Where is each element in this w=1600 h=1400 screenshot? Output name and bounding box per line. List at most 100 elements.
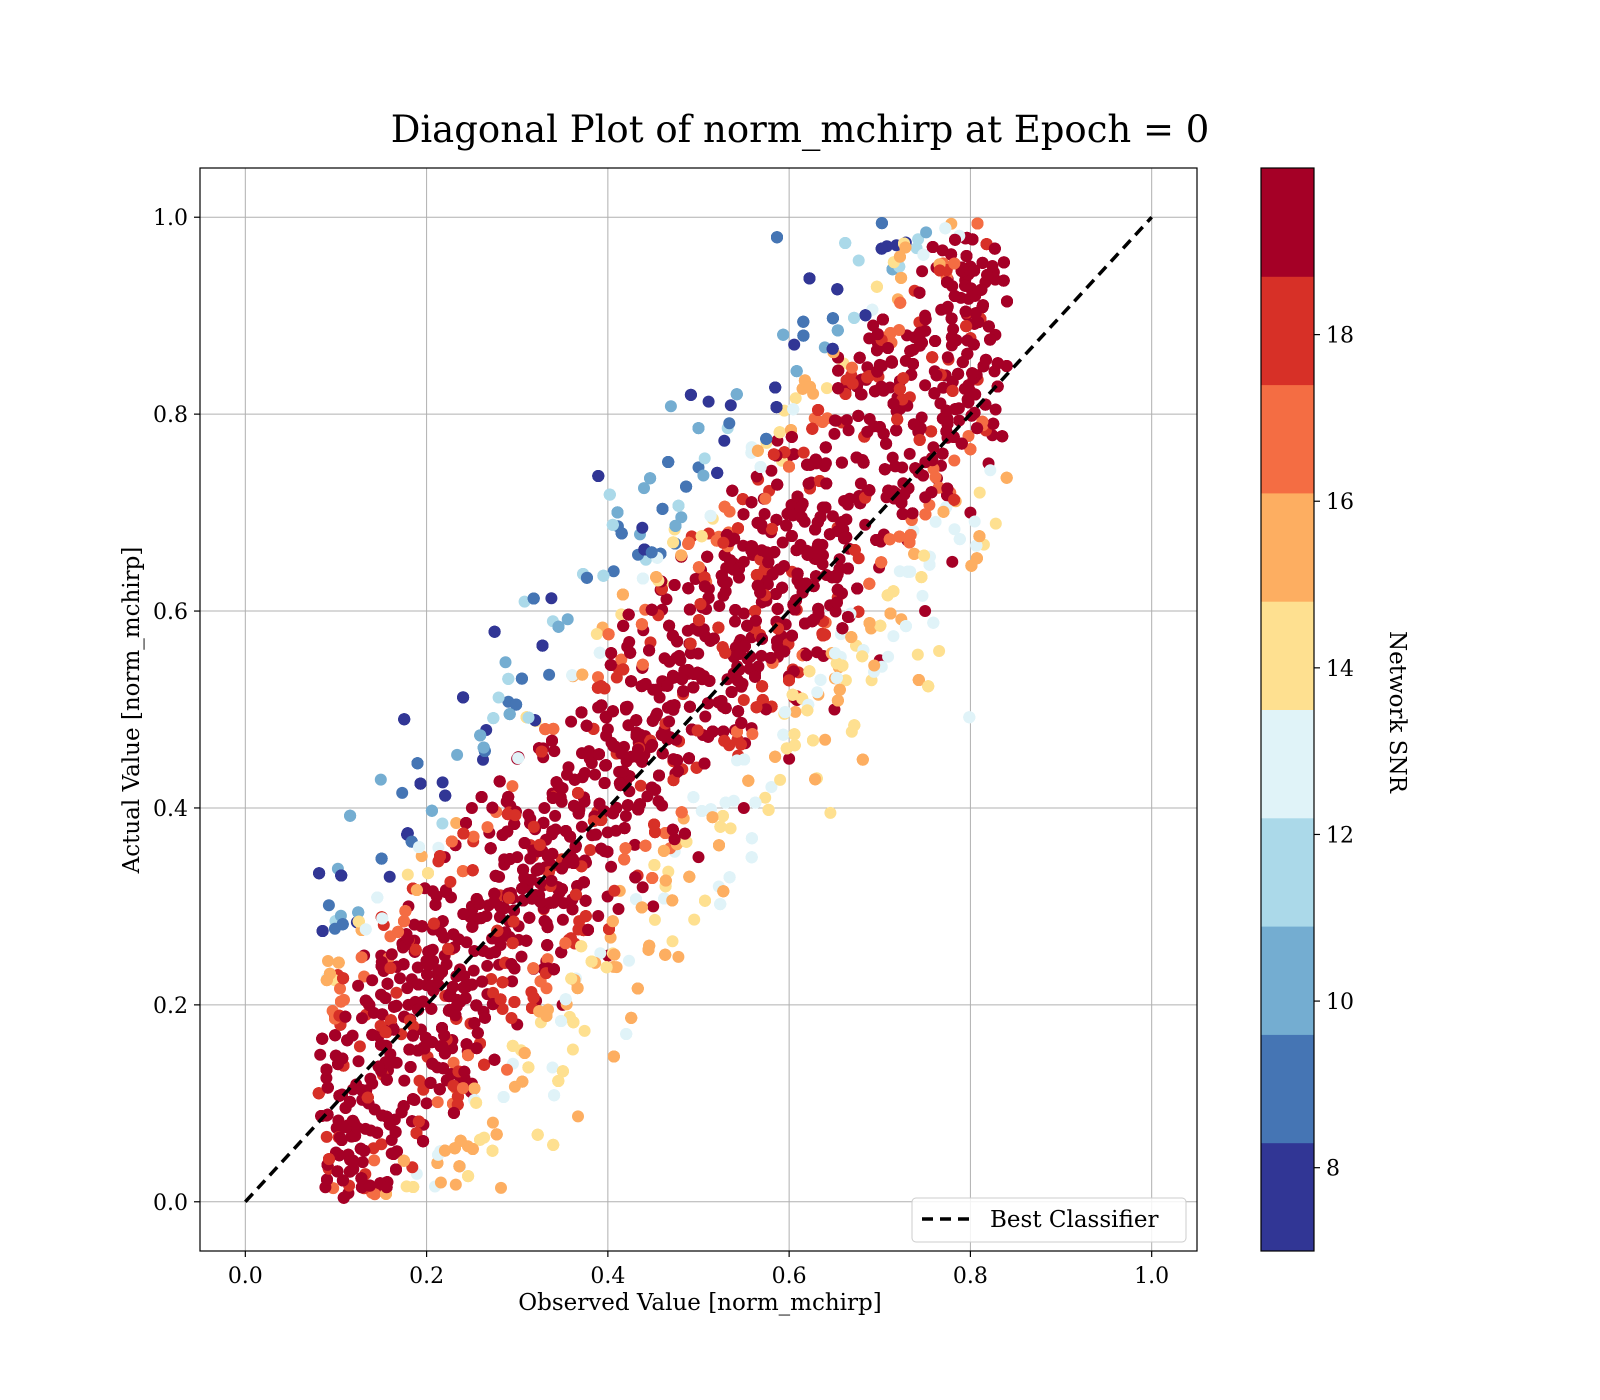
scatter-point <box>404 1061 417 1073</box>
scatter-point <box>619 810 632 822</box>
scatter-point <box>510 698 523 711</box>
scatter-point <box>729 615 741 628</box>
scatter-point <box>609 740 622 753</box>
scatter-point <box>481 821 494 834</box>
scatter-point <box>589 828 602 841</box>
scatter-point <box>826 510 839 523</box>
scatter-point <box>835 456 848 469</box>
scatter-point <box>490 1128 503 1141</box>
scatter-point <box>800 577 812 590</box>
scatter-point <box>655 728 668 741</box>
scatter-point <box>880 437 893 450</box>
scatter-point <box>468 1017 481 1030</box>
scatter-point <box>750 569 763 581</box>
scatter-point <box>537 816 550 829</box>
scatter-point <box>487 712 500 725</box>
scatter-point <box>541 953 554 966</box>
scatter-point <box>321 1173 333 1186</box>
scatter-point <box>919 508 932 521</box>
scatter-point <box>854 477 867 490</box>
scatter-point <box>830 596 843 609</box>
scatter-point <box>336 1121 349 1134</box>
scatter-point <box>335 869 348 882</box>
scatter-point <box>417 1135 429 1148</box>
scatter-point <box>594 947 607 960</box>
scatter-point <box>355 951 368 964</box>
scatter-point <box>636 751 649 764</box>
scatter-point <box>420 1097 433 1110</box>
scatter-point <box>966 367 979 380</box>
scatter-point <box>783 752 796 765</box>
scatter-point <box>468 1082 481 1095</box>
scatter-point <box>407 1181 420 1193</box>
scatter-point <box>876 313 889 326</box>
scatter-point <box>632 803 645 816</box>
scatter-point <box>675 511 688 524</box>
scatter-point <box>615 527 628 540</box>
scatter-point <box>884 327 897 339</box>
scatter-point <box>758 508 771 520</box>
scatter-point <box>875 242 888 255</box>
scatter-point <box>893 383 906 395</box>
scatter-point <box>801 458 814 471</box>
scatter-point <box>831 568 844 581</box>
scatter-point <box>450 817 463 829</box>
scatter-point <box>660 593 673 606</box>
scatter-point <box>636 521 649 534</box>
scatter-point <box>764 652 777 664</box>
scatter-point <box>380 1073 393 1086</box>
scatter-point <box>926 351 939 364</box>
scatter-point <box>945 312 958 325</box>
scatter-point <box>683 870 696 883</box>
scatter-point <box>645 546 658 559</box>
scatter-point <box>838 495 851 507</box>
scatter-point <box>989 517 1002 530</box>
scatter-point <box>506 1039 519 1052</box>
scatter-point <box>790 365 803 378</box>
scatter-point <box>897 372 910 385</box>
scatter-point <box>848 719 861 732</box>
scatter-point <box>725 686 738 698</box>
scatter-point <box>831 283 844 296</box>
scatter-point <box>579 894 592 907</box>
scatter-point <box>750 470 763 483</box>
scatter-point <box>366 1028 379 1041</box>
scatter-point <box>656 502 669 515</box>
scatter-point <box>810 553 823 565</box>
scatter-point <box>592 671 604 684</box>
scatter-point <box>973 486 986 499</box>
scatter-point <box>929 335 942 347</box>
scatter-point <box>555 1015 568 1027</box>
scatter-point <box>795 511 808 524</box>
scatter-point <box>422 945 435 958</box>
scatter-point <box>451 748 464 761</box>
scatter-point <box>760 703 772 716</box>
scatter-point <box>861 425 874 438</box>
scatter-point <box>659 948 672 961</box>
scatter-point <box>694 598 707 611</box>
scatter-point <box>894 296 907 309</box>
scatter-point <box>863 577 876 590</box>
scatter-point <box>819 457 832 470</box>
scatter-point <box>354 1142 367 1155</box>
scatter-point <box>548 1089 561 1102</box>
scatter-point <box>320 1072 333 1084</box>
scatter-point <box>904 529 917 541</box>
scatter-point <box>608 948 621 961</box>
scatter-point <box>981 269 994 281</box>
scatter-point <box>933 264 946 277</box>
scatter-point <box>341 1034 354 1047</box>
scatter-point <box>368 1154 381 1167</box>
scatter-point <box>937 505 950 518</box>
scatter-point <box>620 1028 633 1040</box>
scatter-point <box>850 451 863 464</box>
scatter-point <box>636 572 649 585</box>
scatter-point <box>812 404 825 416</box>
scatter-point <box>755 518 768 531</box>
scatter-point <box>663 619 676 632</box>
scatter-point <box>470 893 483 905</box>
scatter-point <box>964 443 977 456</box>
scatter-point <box>868 659 881 672</box>
scatter-point <box>683 603 696 616</box>
scatter-point <box>575 706 588 719</box>
